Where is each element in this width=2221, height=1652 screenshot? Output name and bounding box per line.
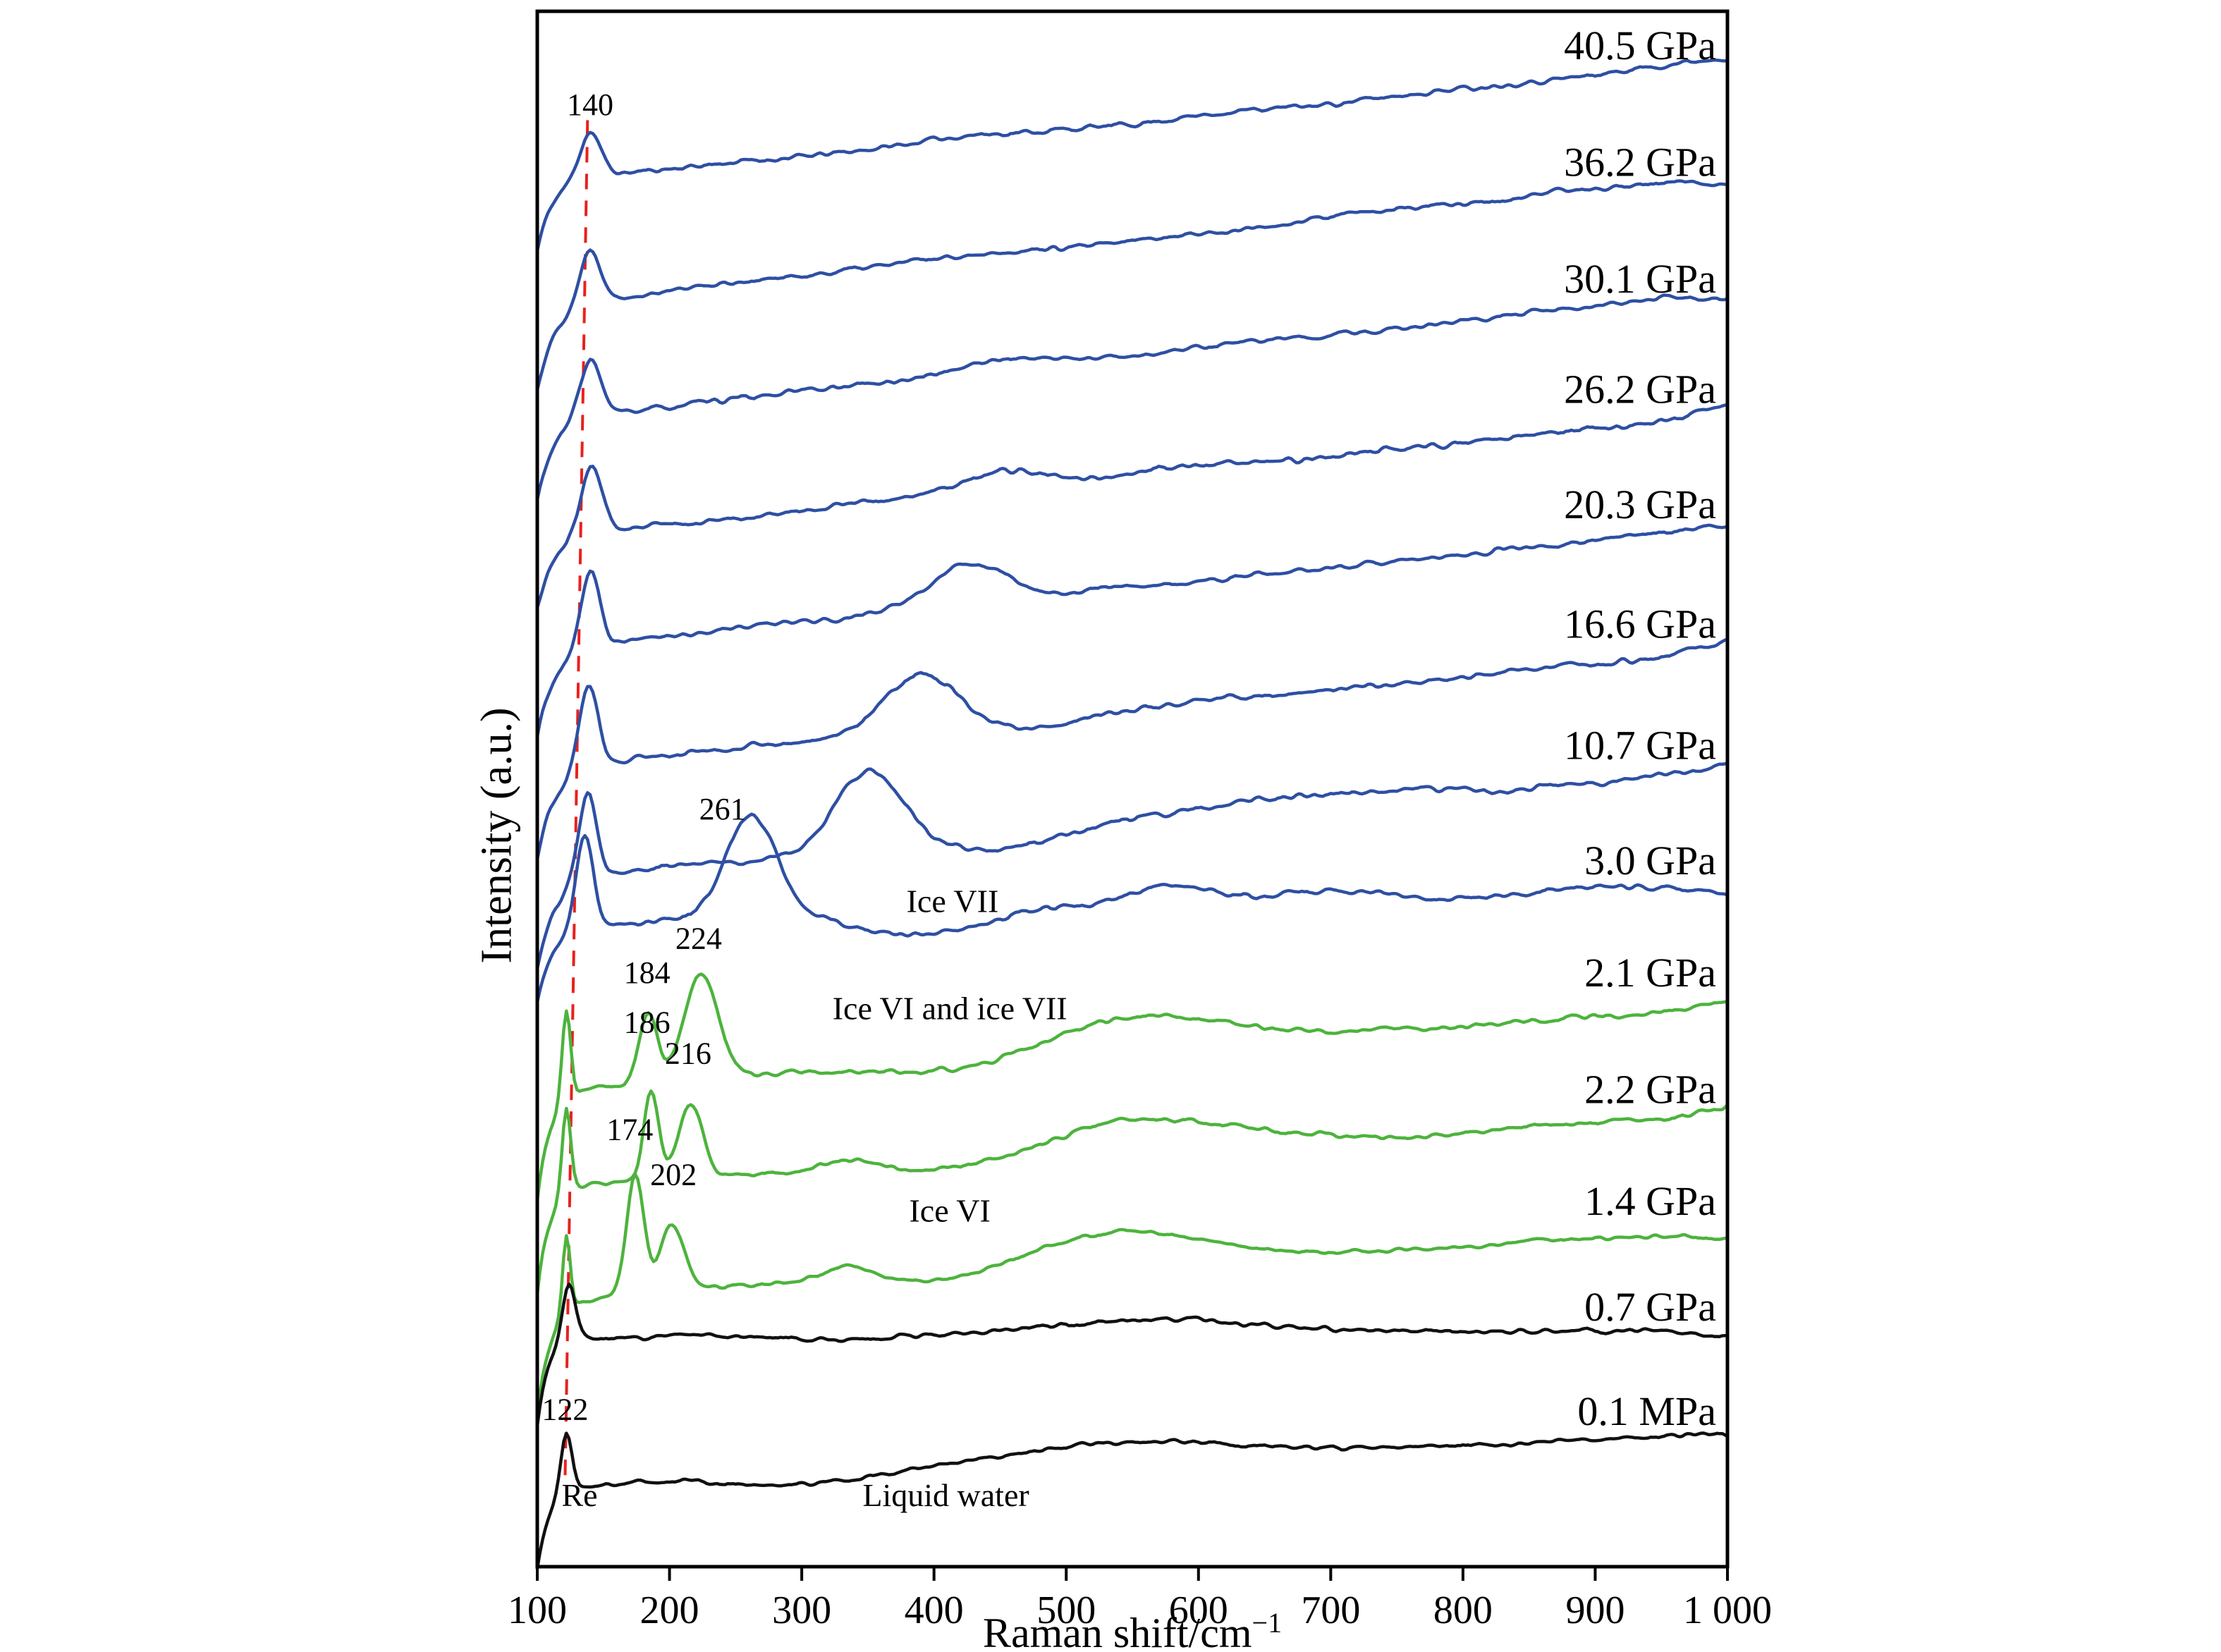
pressure-label-0-7-gpa: 0.7 GPa <box>1584 1284 1716 1330</box>
spectrum-curve-1-4-gpa <box>535 1173 1730 1419</box>
spectrum-curve-40-5-gpa <box>535 58 1730 252</box>
x-tick-label-1000: 1 000 <box>1683 1589 1772 1632</box>
annotation-re: Re <box>561 1477 597 1513</box>
annotation-202: 202 <box>650 1158 697 1192</box>
pressure-label-1-4-gpa: 1.4 GPa <box>1584 1178 1716 1224</box>
spectrum-curve-36-2-gpa <box>535 179 1730 392</box>
x-axis-label: Raman shift/cm−1 <box>537 1606 1727 1652</box>
pressure-label-3-0-gpa: 3.0 GPa <box>1584 838 1716 883</box>
annotation-liquid-water: Liquid water <box>862 1477 1029 1513</box>
x-tick-label-800: 800 <box>1433 1589 1493 1632</box>
x-tick-label-200: 200 <box>640 1589 699 1632</box>
x-tick-label-900: 900 <box>1565 1589 1625 1632</box>
x-tick-label-300: 300 <box>772 1589 831 1632</box>
x-tick-label-700: 700 <box>1301 1589 1360 1632</box>
pressure-label-40-5-gpa: 40.5 GPa <box>1564 23 1716 68</box>
annotation-ice-vi: Ice VI <box>909 1192 990 1228</box>
spectrum-curve-26-2-gpa <box>535 403 1730 610</box>
y-axis-label: Intensity (a.u.) <box>472 707 521 964</box>
spectrum-curve-0-7-gpa <box>535 1283 1730 1428</box>
annotation-186: 186 <box>624 1005 671 1039</box>
annotation-224: 224 <box>675 921 722 955</box>
pressure-label-20-3-gpa: 20.3 GPa <box>1564 482 1716 527</box>
x-tick-label-600: 600 <box>1169 1589 1228 1632</box>
spectrum-curve-3-0-gpa <box>535 812 1730 1004</box>
spectrum-curve-0-1-mpa <box>535 1431 1730 1570</box>
annotation-216: 216 <box>665 1036 711 1071</box>
spectrum-curve-20-3-gpa <box>535 523 1730 738</box>
spectrum-curve-30-1-gpa <box>535 293 1730 501</box>
spectrum-curve-2-1-gpa <box>535 972 1730 1203</box>
x-tick-label-100: 100 <box>508 1589 567 1632</box>
pressure-label-16-6-gpa: 16.6 GPa <box>1564 601 1716 647</box>
annotation-184: 184 <box>624 955 671 990</box>
annotation-ice-vii: Ice VII <box>907 883 999 919</box>
annotation-ice-vi-and-ice-vii: Ice VI and ice VII <box>833 991 1067 1027</box>
pressure-label-2-1-gpa: 2.1 GPa <box>1584 950 1716 996</box>
annotation-122: 122 <box>542 1393 588 1427</box>
spectrum-curve-2-2-gpa <box>535 1089 1730 1296</box>
spectrum-curve-10-7-gpa <box>535 761 1730 971</box>
x-axis-label-sup: −1 <box>1252 1607 1283 1639</box>
pressure-label-10-7-gpa: 10.7 GPa <box>1564 723 1716 769</box>
annotation-174: 174 <box>606 1113 653 1147</box>
annotation-261: 261 <box>699 792 746 826</box>
annotation-140: 140 <box>567 87 613 122</box>
spectrum-curve-16-6-gpa <box>535 637 1730 861</box>
pressure-label-36-2-gpa: 36.2 GPa <box>1564 139 1716 185</box>
pressure-label-0-1-mpa: 0.1 MPa <box>1577 1388 1716 1434</box>
pressure-label-30-1-gpa: 30.1 GPa <box>1564 256 1716 302</box>
plot-border <box>535 9 1730 1569</box>
x-tick-label-400: 400 <box>905 1589 964 1632</box>
x-axis-label-text: Raman shift/cm <box>982 1610 1252 1652</box>
pressure-label-26-2-gpa: 26.2 GPa <box>1564 367 1716 412</box>
pressure-label-2-2-gpa: 2.2 GPa <box>1584 1066 1716 1112</box>
x-tick-label-500: 500 <box>1036 1589 1096 1632</box>
